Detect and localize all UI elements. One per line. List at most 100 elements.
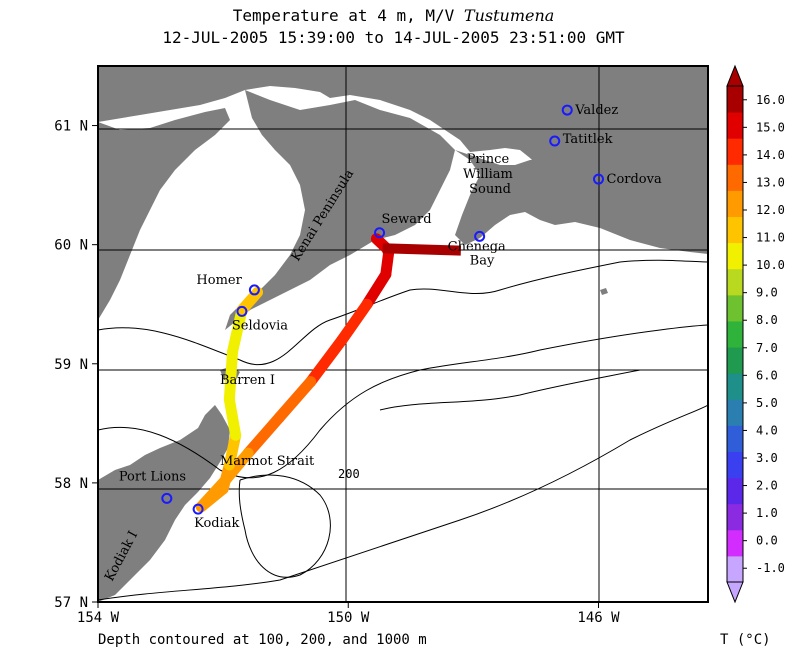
colorbar-tick-label: 7.0 [756, 341, 778, 355]
colorbar-swatch [727, 320, 743, 348]
colorbar-tick-label: 11.0 [756, 231, 785, 245]
place-marker [192, 503, 204, 515]
lon-tick-label: 150 W [327, 610, 370, 626]
track-segment [242, 411, 285, 459]
chart-subtitle: 12-JUL-2005 15:39:00 to 14-JUL-2005 23:5… [162, 28, 625, 47]
colorbar-title: T (°C) [720, 632, 771, 648]
plot-frame [97, 65, 709, 603]
label-prince-william-sound: Prince William Sound [463, 152, 517, 197]
colorbar-tick-label: 13.0 [756, 175, 785, 189]
colorbar-swatch [727, 529, 743, 557]
label-marmot-strait: Marmot Strait [220, 454, 315, 469]
colorbar-swatch [727, 347, 743, 374]
place-markers [161, 104, 605, 515]
colorbar-tick-label: 0.0 [756, 534, 778, 548]
track-segment [223, 394, 242, 441]
track-segment [223, 346, 239, 406]
place-name: Port Lions [119, 469, 186, 484]
place-name: Tatitlek [563, 132, 613, 147]
colorbar-swatch [727, 399, 743, 426]
place-name: Cordova [607, 172, 662, 187]
colorbar-max-arrow [726, 64, 744, 87]
colorbar-tick-label: 9.0 [756, 286, 778, 300]
colorbar-tick-label: 8.0 [756, 313, 778, 327]
place-name: Valdez [574, 103, 618, 118]
place-marker [593, 173, 605, 185]
track-segment [227, 304, 248, 358]
colorbar-swatch [727, 112, 743, 139]
label-barren-islands: Barren I [220, 373, 275, 388]
colorbar-tick-label: -1.0 [756, 561, 785, 575]
place-marker [161, 492, 173, 504]
colorbar-tick-label: 4.0 [756, 423, 778, 437]
land-prince-william-sound [455, 150, 708, 254]
colorbar-frame [726, 85, 744, 583]
land-cook-inlet-west [98, 108, 230, 320]
track-segment [361, 268, 392, 310]
place-marker [236, 305, 248, 317]
colorbar-swatch [727, 451, 743, 479]
place-marker [549, 135, 561, 147]
colorbar-tick-label: 3.0 [756, 451, 778, 465]
depth-contour-note: Depth contoured at 100, 200, and 1000 m [98, 632, 427, 648]
track-segment [336, 298, 373, 346]
colorbar-swatch [727, 425, 743, 452]
lat-tick-label: 59 N [54, 357, 88, 373]
colorbar-min-arrow [726, 581, 744, 604]
lat-tick-label: 61 N [54, 119, 88, 135]
place-name: Seward [382, 212, 432, 227]
colorbar-tick-label: 2.0 [756, 479, 778, 493]
lon-tick-label: 154 W [77, 610, 120, 626]
land-kenai-peninsula [225, 90, 455, 330]
colorbar-tick-label: 5.0 [756, 396, 778, 410]
colorbar-swatch [727, 555, 743, 583]
colorbar-swatch [727, 138, 743, 165]
colorbar-swatch [727, 268, 743, 296]
colorbar: 16.0 15.0 14.0 13.0 12.0 11.0 10.0 9.0 8.0 7.0 6.0… [726, 64, 785, 604]
place-marker [561, 104, 573, 116]
map-grid [98, 66, 708, 602]
place-name: Seldovia [232, 318, 288, 333]
place-marker [248, 284, 260, 296]
track-segment [273, 376, 317, 423]
place-name: Chenega Bay [448, 239, 506, 268]
label-contour-200: 200 [338, 467, 360, 481]
colorbar-tick-label: 14.0 [756, 148, 785, 162]
contour-1000m [98, 404, 708, 601]
colorbar-swatch [727, 477, 743, 505]
place-name: Homer [196, 273, 242, 288]
colorbar-swatch [727, 216, 743, 244]
colorbar-swatch [727, 242, 743, 270]
colorbar-swatch [727, 373, 743, 400]
place-marker [474, 230, 486, 242]
colorbar-tick-label: 1.0 [756, 506, 778, 520]
contour-shelf-bank [238, 474, 331, 578]
track-segment [382, 243, 462, 256]
colorbar-swatch [727, 86, 743, 113]
chart-title: Temperature at 4 m, M/V Tustumena [232, 6, 555, 25]
colorbar-swatch [727, 164, 743, 191]
place-name: Kodiak [194, 516, 239, 531]
temperature-track [195, 233, 462, 513]
colorbar-tick-label: 10.0 [756, 258, 785, 272]
contour-200m [98, 324, 708, 479]
lat-tick-label: 58 N [54, 476, 88, 492]
colorbar-swatch [727, 190, 743, 218]
place-marker [374, 227, 386, 239]
vessel-name: Tustumena [463, 6, 555, 25]
axis-labels: 154 W 150 W 146 W 61 N 60 N 59 N 58 N 57 N [54, 119, 620, 626]
contour-midshelf [379, 369, 641, 411]
lat-tick-label: 57 N [54, 595, 88, 611]
colorbar-swatch [727, 503, 743, 531]
colorbar-tick-label: 12.0 [756, 203, 785, 217]
land-alaska-mainland [98, 66, 708, 250]
lat-tick-label: 60 N [54, 238, 88, 254]
colorbar-tick-label: 16.0 [756, 93, 785, 107]
colorbar-swatch [727, 294, 743, 322]
colorbar-tick-label: 6.0 [756, 368, 778, 382]
colorbar-tick-label: 15.0 [756, 120, 785, 134]
track-segment [305, 334, 348, 388]
map-area [98, 66, 708, 602]
